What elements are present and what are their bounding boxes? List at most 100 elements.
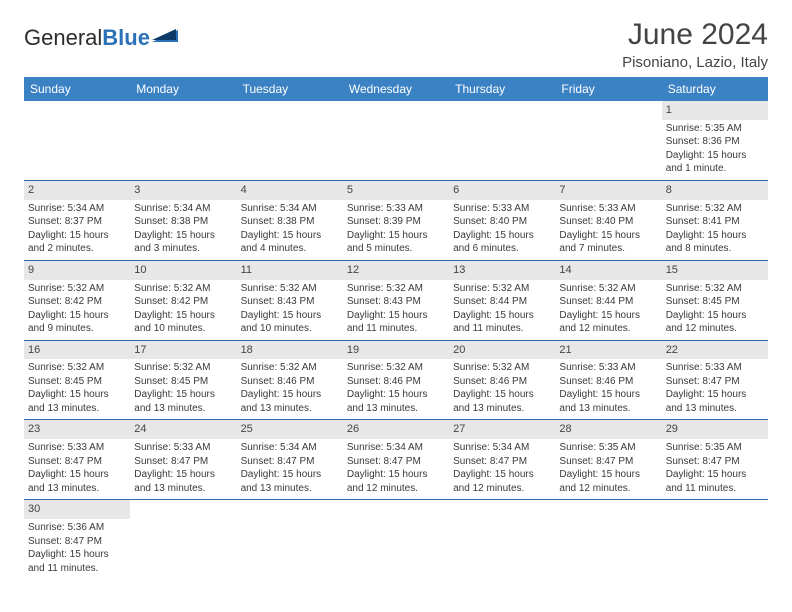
daylight-text2: and 13 minutes.	[241, 482, 339, 496]
day-number: 2	[24, 181, 130, 200]
daylight-text2: and 11 minutes.	[666, 482, 764, 496]
daylight-text2: and 12 minutes.	[559, 482, 657, 496]
brand-logo: GeneralBlue	[24, 24, 178, 52]
sunrise-text: Sunrise: 5:32 AM	[134, 361, 232, 375]
day-number: 9	[24, 261, 130, 280]
sunrise-text: Sunrise: 5:33 AM	[559, 361, 657, 375]
daylight-text2: and 4 minutes.	[241, 242, 339, 256]
brand-part2: Blue	[102, 25, 150, 51]
calendar-cell: 7Sunrise: 5:33 AMSunset: 8:40 PMDaylight…	[555, 180, 661, 260]
daylight-text2: and 13 minutes.	[134, 402, 232, 416]
sunrise-text: Sunrise: 5:33 AM	[559, 202, 657, 216]
calendar-cell	[449, 101, 555, 180]
day-number: 28	[555, 420, 661, 439]
sunset-text: Sunset: 8:45 PM	[28, 375, 126, 389]
calendar-cell: 12Sunrise: 5:32 AMSunset: 8:43 PMDayligh…	[343, 260, 449, 340]
sunrise-text: Sunrise: 5:33 AM	[134, 441, 232, 455]
calendar-table: Sunday Monday Tuesday Wednesday Thursday…	[24, 77, 768, 579]
sunset-text: Sunset: 8:47 PM	[559, 455, 657, 469]
sunset-text: Sunset: 8:46 PM	[347, 375, 445, 389]
daylight-text: Daylight: 15 hours	[559, 309, 657, 323]
day-number: 22	[662, 341, 768, 360]
day-number: 4	[237, 181, 343, 200]
daylight-text: Daylight: 15 hours	[241, 468, 339, 482]
daylight-text2: and 6 minutes.	[453, 242, 551, 256]
calendar-cell: 8Sunrise: 5:32 AMSunset: 8:41 PMDaylight…	[662, 180, 768, 260]
daylight-text: Daylight: 15 hours	[559, 229, 657, 243]
calendar-cell: 29Sunrise: 5:35 AMSunset: 8:47 PMDayligh…	[662, 420, 768, 500]
sunset-text: Sunset: 8:45 PM	[134, 375, 232, 389]
sunset-text: Sunset: 8:44 PM	[559, 295, 657, 309]
daylight-text2: and 9 minutes.	[28, 322, 126, 336]
calendar-cell: 11Sunrise: 5:32 AMSunset: 8:43 PMDayligh…	[237, 260, 343, 340]
daylight-text2: and 13 minutes.	[666, 402, 764, 416]
calendar-body: 1Sunrise: 5:35 AMSunset: 8:36 PMDaylight…	[24, 101, 768, 579]
calendar-cell	[237, 500, 343, 579]
sunset-text: Sunset: 8:47 PM	[666, 455, 764, 469]
calendar-cell: 25Sunrise: 5:34 AMSunset: 8:47 PMDayligh…	[237, 420, 343, 500]
day-number: 16	[24, 341, 130, 360]
col-wednesday: Wednesday	[343, 77, 449, 101]
daylight-text: Daylight: 15 hours	[453, 309, 551, 323]
sunset-text: Sunset: 8:46 PM	[559, 375, 657, 389]
sunset-text: Sunset: 8:36 PM	[666, 135, 764, 149]
daylight-text2: and 12 minutes.	[666, 322, 764, 336]
sunset-text: Sunset: 8:45 PM	[666, 295, 764, 309]
daylight-text: Daylight: 15 hours	[666, 468, 764, 482]
flag-icon	[152, 24, 178, 42]
calendar-cell: 6Sunrise: 5:33 AMSunset: 8:40 PMDaylight…	[449, 180, 555, 260]
daylight-text: Daylight: 15 hours	[347, 388, 445, 402]
daylight-text: Daylight: 15 hours	[134, 388, 232, 402]
sunrise-text: Sunrise: 5:34 AM	[453, 441, 551, 455]
sunrise-text: Sunrise: 5:32 AM	[241, 361, 339, 375]
calendar-cell: 28 Sunrise: 5:35 AMSunset: 8:47 PMDayligh…	[555, 420, 661, 500]
day-number: 12	[343, 261, 449, 280]
day-number: 6	[449, 181, 555, 200]
sunset-text: Sunset: 8:37 PM	[28, 215, 126, 229]
sunrise-text: Sunrise: 5:36 AM	[28, 521, 126, 535]
sunset-text: Sunset: 8:46 PM	[241, 375, 339, 389]
calendar-cell: 5Sunrise: 5:33 AMSunset: 8:39 PMDaylight…	[343, 180, 449, 260]
sunrise-text: Sunrise: 5:34 AM	[347, 441, 445, 455]
calendar-cell	[555, 101, 661, 180]
calendar-cell: 10Sunrise: 5:32 AMSunset: 8:42 PMDayligh…	[130, 260, 236, 340]
sunrise-text: Sunrise: 5:32 AM	[453, 282, 551, 296]
daylight-text2: and 5 minutes.	[347, 242, 445, 256]
sunset-text: Sunset: 8:38 PM	[241, 215, 339, 229]
daylight-text2: and 13 minutes.	[347, 402, 445, 416]
calendar-cell: 27Sunrise: 5:34 AMSunset: 8:47 PMDayligh…	[449, 420, 555, 500]
sunrise-text: Sunrise: 5:32 AM	[666, 282, 764, 296]
daylight-text: Daylight: 15 hours	[666, 149, 764, 163]
sunset-text: Sunset: 8:38 PM	[134, 215, 232, 229]
daylight-text: Daylight: 15 hours	[241, 388, 339, 402]
day-number: 3	[130, 181, 236, 200]
daylight-text2: and 3 minutes.	[134, 242, 232, 256]
sunset-text: Sunset: 8:47 PM	[241, 455, 339, 469]
sunset-text: Sunset: 8:47 PM	[28, 455, 126, 469]
daylight-text2: and 12 minutes.	[453, 482, 551, 496]
calendar-cell: 4Sunrise: 5:34 AMSunset: 8:38 PMDaylight…	[237, 180, 343, 260]
daylight-text2: and 11 minutes.	[28, 562, 126, 576]
daylight-text2: and 13 minutes.	[241, 402, 339, 416]
month-title: June 2024	[622, 18, 768, 52]
calendar-cell: 23Sunrise: 5:33 AMSunset: 8:47 PMDayligh…	[24, 420, 130, 500]
daylight-text: Daylight: 15 hours	[28, 388, 126, 402]
sunset-text: Sunset: 8:41 PM	[666, 215, 764, 229]
daylight-text2: and 11 minutes.	[347, 322, 445, 336]
sunrise-text: Sunrise: 5:35 AM	[559, 441, 657, 455]
day-number: 15	[662, 261, 768, 280]
day-number: 30	[24, 500, 130, 519]
sunset-text: Sunset: 8:42 PM	[28, 295, 126, 309]
calendar-cell	[555, 500, 661, 579]
day-number: 11	[237, 261, 343, 280]
daylight-text: Daylight: 15 hours	[559, 468, 657, 482]
daylight-text: Daylight: 15 hours	[559, 388, 657, 402]
sunrise-text: Sunrise: 5:34 AM	[241, 441, 339, 455]
daylight-text: Daylight: 15 hours	[241, 229, 339, 243]
col-monday: Monday	[130, 77, 236, 101]
day-number: 24	[130, 420, 236, 439]
location: Pisoniano, Lazio, Italy	[622, 54, 768, 71]
sunrise-text: Sunrise: 5:35 AM	[666, 441, 764, 455]
calendar-head: Sunday Monday Tuesday Wednesday Thursday…	[24, 77, 768, 101]
calendar-cell	[130, 101, 236, 180]
